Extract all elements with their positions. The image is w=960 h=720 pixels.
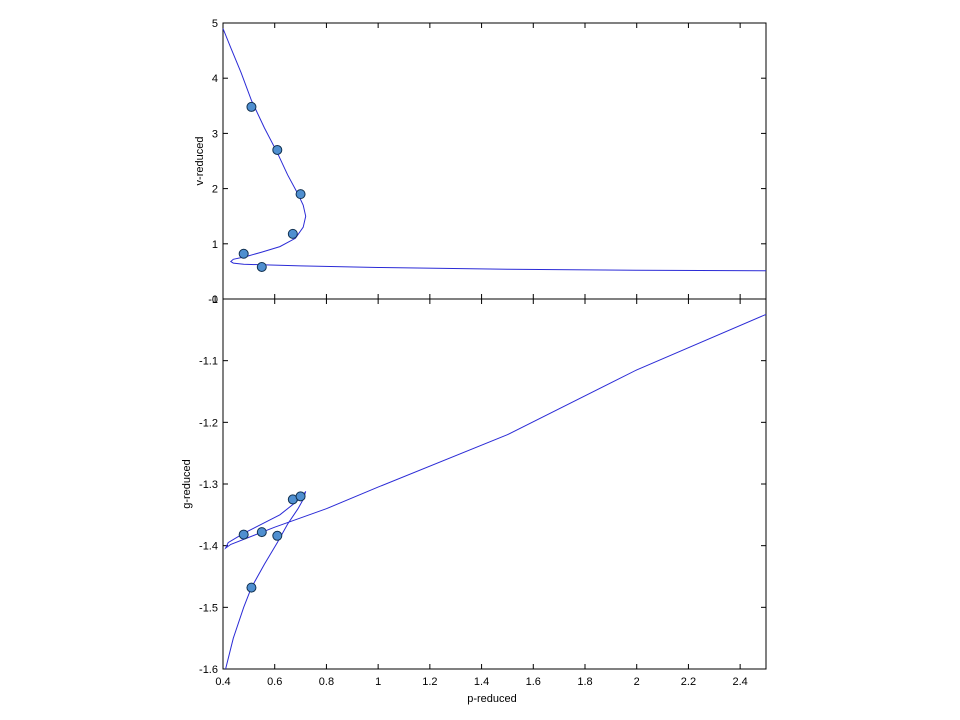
data-point-marker (272, 144, 283, 155)
x-tick-label: 1.2 (422, 676, 437, 688)
y-tick-label: 4 (212, 73, 218, 85)
bottom-markers (238, 491, 306, 593)
y-tick-label: 5 (212, 18, 218, 30)
top-plot: 0 1 2 3 4 5 v-reduced (194, 18, 767, 306)
data-point-marker (246, 582, 257, 593)
bottom-xlabel: p-reduced (467, 693, 517, 705)
bottom-plot: -1.6 -1.5 -1.4 -1.3 -1.2 -1.1 -1 0.4 0.6 0.8 1 1.2 1… (181, 294, 767, 705)
data-point-marker (272, 530, 283, 541)
data-point-marker (238, 248, 249, 259)
data-point-marker (256, 261, 267, 272)
x-tick-label: 1 (375, 676, 381, 688)
data-point-marker (256, 527, 267, 538)
y-tick-label: -1.4 (199, 541, 218, 553)
top-plot-frame (222, 22, 767, 300)
bottom-plot-frame (222, 298, 767, 670)
x-tick-label: 1.6 (526, 676, 541, 688)
y-tick-label: 3 (212, 128, 218, 140)
y-tick-label: 2 (212, 184, 218, 196)
y-tick-label: 0 (212, 294, 218, 306)
data-point-marker (295, 189, 306, 200)
x-tick-label: 0.8 (319, 676, 334, 688)
data-point-marker (287, 228, 298, 239)
data-point-marker (295, 491, 306, 502)
data-point-marker (246, 101, 257, 112)
top-curve-series (222, 28, 767, 272)
bottom-ylabel: g-reduced (181, 459, 193, 509)
y-tick-label: -1.3 (199, 479, 218, 491)
top-markers (238, 101, 306, 272)
x-tick-label: 0.6 (267, 676, 282, 688)
data-point-marker (238, 529, 249, 540)
x-tick-label: 1.4 (474, 676, 489, 688)
y-tick-label: -1.5 (199, 602, 218, 614)
x-tick-label: 1.8 (577, 676, 592, 688)
bottom-tick-labels: -1.6 -1.5 -1.4 -1.3 -1.2 -1.1 -1 0.4 0.6 0.8 1 1.2 1… (199, 294, 748, 688)
y-tick-label: -1 (208, 294, 218, 306)
x-tick-label: 2.2 (681, 676, 696, 688)
y-tick-label: -1.2 (199, 417, 218, 429)
top-ticks (222, 22, 766, 300)
y-tick-label: -1.6 (199, 664, 218, 676)
top-tick-labels: 0 1 2 3 4 5 (212, 18, 218, 306)
top-ylabel: v-reduced (194, 137, 206, 186)
y-tick-label: -1.1 (199, 356, 218, 368)
x-tick-label: 2.4 (732, 676, 747, 688)
y-tick-label: 1 (212, 239, 218, 251)
x-tick-label: 2 (634, 676, 640, 688)
bottom-curve-series (224, 313, 767, 670)
bottom-ticks (222, 298, 766, 670)
x-tick-label: 0.4 (215, 676, 230, 688)
